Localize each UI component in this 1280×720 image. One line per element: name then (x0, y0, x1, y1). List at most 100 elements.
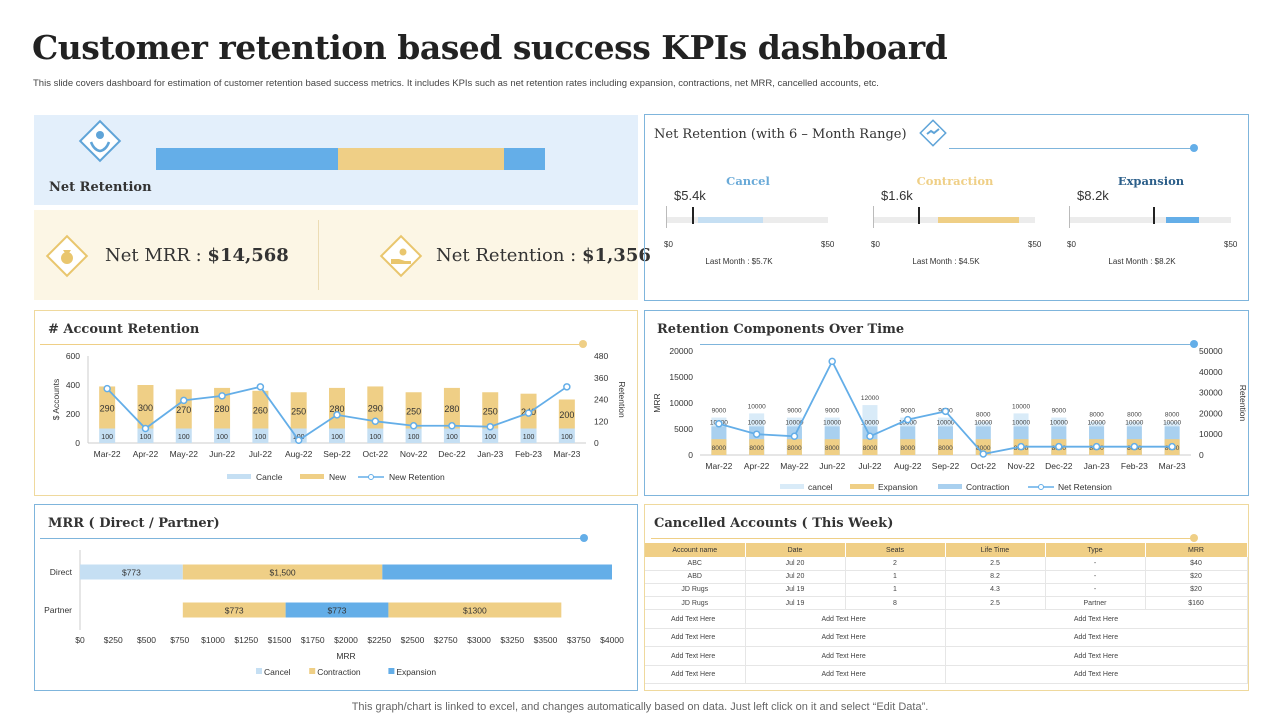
bar-expansion-label: 8000 (900, 445, 915, 452)
table-cell: - (1045, 570, 1146, 584)
mrr-segment-label: $1,500 (270, 568, 296, 578)
legend-label-retention: New Retention (389, 472, 445, 482)
bar-cancel-label: 9000 (787, 408, 802, 415)
legend-marker-retention (368, 474, 374, 480)
retention-point (333, 411, 341, 419)
bar-expansion-label: 8000 (976, 445, 991, 452)
mrr-panel (34, 504, 638, 691)
money-bag-icon (45, 234, 89, 278)
x-tick-label: $1000 (201, 635, 225, 645)
account-retention-chart: 0 200 400 600 0 120 240 360 480 $ Accounts Retenti… (51, 351, 627, 482)
mrr-segment (80, 564, 183, 580)
legend-swatch-cancle (227, 474, 251, 479)
table-cell: 1 (845, 583, 946, 598)
cancelled-accounts-title: Cancelled Accounts ( This Week) (654, 516, 894, 531)
bar-cancel (137, 428, 154, 443)
net-retention-segment (156, 148, 339, 170)
bar-new (290, 392, 307, 429)
bar-cancel (482, 428, 499, 443)
legend-swatch (388, 668, 395, 674)
net-retention-kpi-label: Net Retention : (436, 245, 577, 266)
bar-new (252, 390, 269, 429)
legend-swatch (309, 668, 316, 674)
x-tick-label: Apr-22 (744, 461, 770, 471)
table-row: JD Rugs Jul 19 8 2.5 Partner $160 (645, 596, 1248, 611)
table-cell: Jul 19 (745, 583, 846, 598)
bar-cancel-label: 8000 (976, 412, 991, 419)
range-header-dot (1190, 144, 1198, 152)
bar-cancel-label: 100 (369, 434, 381, 441)
legend-label-net: Net Retension (1058, 482, 1112, 492)
account-header-dot (579, 340, 587, 348)
bar-cancel-label: 100 (216, 434, 228, 441)
table-cell: 2.5 (945, 557, 1046, 571)
table-cell: - (1045, 557, 1146, 571)
gauge-last-month: Last Month : $5.7K (705, 257, 773, 266)
retention-components-panel (644, 310, 1249, 496)
table-cell: $160 (1145, 596, 1248, 611)
bar-new (405, 392, 422, 429)
components-header-line (700, 344, 1194, 345)
page-subtitle: This slide covers dashboard for estimati… (33, 78, 879, 89)
y-right-axis-label: Retention (1238, 385, 1248, 422)
bar-new (443, 387, 460, 429)
legend-label: cancel (808, 482, 833, 492)
table-row: ABD Jul 20 1 8.2- $20 (645, 570, 1248, 584)
y-tick-label: 0 (75, 438, 80, 448)
x-tick-label: $1750 (301, 635, 325, 645)
x-tick-label: Nov-22 (400, 449, 428, 459)
bar-cancel-label: 8000 (1089, 412, 1104, 419)
legend-label: Expansion (396, 667, 436, 677)
legend-label: Contraction (966, 482, 1010, 492)
gauge-last-month: Last Month : $4.5K (912, 257, 980, 266)
table-cell: ABC (645, 557, 746, 571)
net-retention-range-panel (644, 114, 1249, 301)
bar-cancel (252, 428, 269, 443)
bar-contraction-label: 10000 (1050, 419, 1068, 426)
y-right-tick-label: 240 (594, 395, 608, 405)
placeholder-cell: Add Text Here (645, 609, 746, 629)
gauge-track (1069, 217, 1231, 223)
cancelled-header-line (651, 538, 1194, 539)
bar-new-label: 270 (176, 405, 191, 415)
bar-new (558, 399, 575, 429)
bar-contraction-label: 10000 (785, 419, 803, 426)
mrr-segment (382, 564, 612, 580)
kpi-divider (318, 220, 319, 290)
bar-cancel (520, 428, 537, 443)
mrr-segment-label: $1300 (463, 606, 487, 616)
bar-cancel (290, 428, 307, 443)
bar-cancel-label: 12000 (861, 395, 879, 402)
bar-new-label: 300 (138, 403, 153, 413)
x-tick-label: $2750 (434, 635, 458, 645)
bar-cancel (367, 428, 384, 443)
x-tick-label: Jan-23 (477, 449, 503, 459)
bar-cancel (443, 428, 460, 443)
retention-point (218, 392, 226, 400)
gauge-min: $0 (664, 240, 673, 249)
bar-cancel (558, 428, 575, 443)
mrr-segment (182, 602, 286, 618)
bar-expansion-label: 8000 (825, 445, 840, 452)
legend-label-new: New (329, 472, 347, 482)
mrr-segment-label: $773 (328, 606, 347, 616)
x-tick-label: Feb-23 (515, 449, 542, 459)
column-header: Life Time (945, 543, 1046, 557)
retention-point (141, 424, 150, 433)
bar-contraction-label: 10000 (974, 419, 992, 426)
retention-point (524, 409, 533, 417)
placeholder-cell: Add Text Here (745, 665, 946, 685)
x-tick-label: $1500 (268, 635, 292, 645)
bar-new-label: 280 (444, 404, 459, 414)
x-tick-label: $1250 (234, 635, 258, 645)
column-header: MRR (1145, 543, 1248, 557)
x-tick-label: Mar-22 (705, 461, 732, 471)
table-cell: JD Rugs (645, 583, 746, 598)
x-tick-label: Jan-23 (1084, 461, 1110, 471)
bar-cancel-label: 10000 (1012, 403, 1030, 410)
net-retention-bar (156, 148, 545, 170)
category-label: Direct (50, 567, 73, 577)
gauge-max: $50 (1224, 240, 1238, 249)
table-row: JD Rugs Jul 19 1 4.3- $20 (645, 583, 1248, 598)
placeholder-cell: Add Text Here (645, 665, 746, 685)
